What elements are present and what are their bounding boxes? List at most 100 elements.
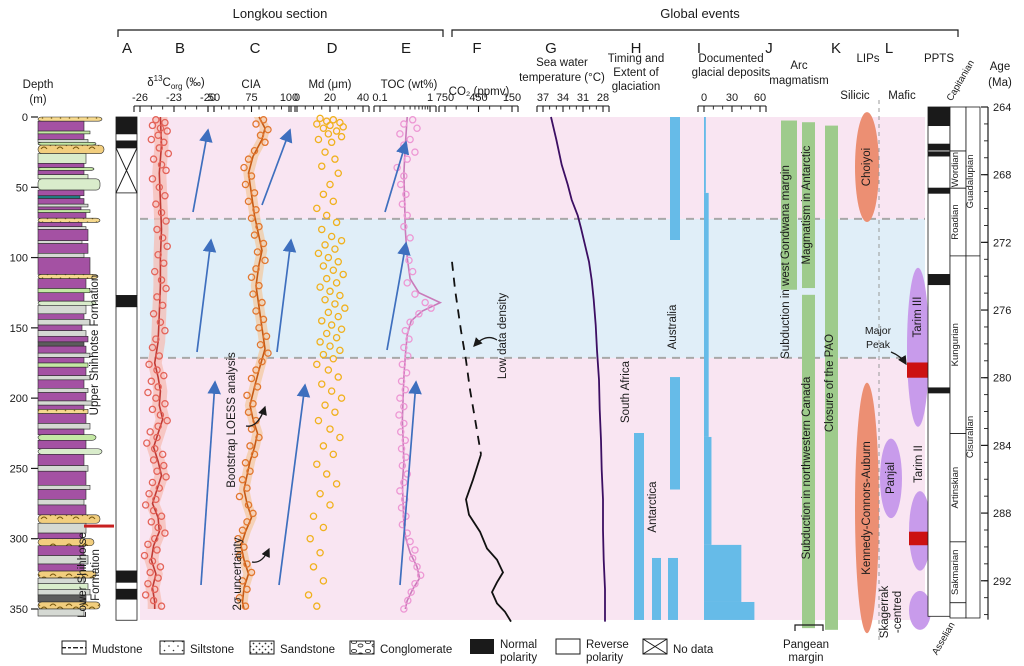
svg-text:31: 31 (577, 92, 589, 104)
normal-polarity-label-line1: Normal (500, 639, 537, 651)
longkou-title: Longkou section (233, 6, 328, 21)
pao-closure-label: Closure of the PAO (824, 334, 836, 432)
low-data-arrow (473, 336, 498, 347)
no-data-label: No data (673, 644, 714, 656)
tarim-2-label: Tarim II (913, 445, 925, 483)
gondwana-subduction-label: Subduction in west Gondwana margin (780, 165, 792, 359)
no-data-swatch (642, 638, 668, 655)
arc-magmatism-bars (781, 120, 838, 630)
svg-text:284: 284 (993, 440, 1011, 452)
column-letter-l: L (885, 40, 893, 57)
age-header-line2: (Ma) (988, 77, 1012, 89)
bootstrap-arrow (245, 405, 267, 427)
major-peak-arrow (890, 351, 907, 366)
upper-formation-label: Upper Shihhotse Formation (89, 275, 101, 416)
pangean-margin-bracket (794, 624, 824, 631)
svg-text:280: 280 (993, 373, 1011, 385)
pangean-margin-label-line2: margin (788, 652, 823, 664)
reverse-polarity-label-line1: Reverse (586, 639, 629, 651)
co2-and-temperature-curves (451, 116, 606, 623)
svg-text:250: 250 (10, 463, 28, 475)
md-header: Md (μm) (308, 79, 351, 91)
conglomerate-swatch (349, 640, 375, 655)
column-letter-j: J (765, 40, 773, 57)
svg-text:75: 75 (245, 92, 257, 104)
column-letter-b: B (175, 40, 185, 57)
svg-text:Roadian: Roadian (950, 204, 961, 239)
svg-text:150: 150 (503, 92, 521, 104)
column-letter-c: C (250, 40, 261, 57)
south-africa-label: South Africa (620, 360, 632, 423)
major-peak-label-line1: Major (865, 325, 892, 337)
column-letter-h: H (631, 40, 642, 57)
svg-text:-26: -26 (132, 92, 148, 104)
svg-text:0: 0 (701, 92, 707, 104)
antarctic-magmatism-label: Magmatism in Antarctic (801, 145, 813, 264)
bootstrap-loess-label: Bootstrap LOESS analysis (226, 352, 238, 488)
lips-header: LIPs (856, 53, 879, 65)
mudstone-label: Mudstone (92, 644, 143, 656)
major-peak-label-line2: Peak (866, 339, 891, 351)
svg-text:268: 268 (993, 170, 1011, 182)
arc-header-line1: Arc (790, 60, 808, 72)
svg-text:-23: -23 (166, 92, 182, 104)
stage-label-capitanian: Capitanian (945, 58, 977, 103)
svg-text:34: 34 (557, 92, 569, 104)
depth-label-line1: Depth (23, 79, 54, 91)
conglomerate-label: Conglomerate (380, 644, 452, 656)
tarim-3-label: Tarim III (912, 297, 924, 338)
ppts-header: PPTS (924, 53, 954, 65)
lower-formation-label-line1: Lower Shihhotse (77, 532, 89, 618)
trend-arrows (192, 128, 422, 586)
sigma-uncertainty-label: 2σ uncertainty (232, 537, 244, 610)
ppts-column: Wordian Roadian Kungurian Artinskian Sakmari… (927, 102, 1011, 620)
d13c-header: δ13Corg (‰) (147, 74, 205, 91)
svg-text:40: 40 (357, 92, 369, 104)
svg-text:37: 37 (537, 92, 549, 104)
svg-text:20: 20 (324, 92, 336, 104)
svg-text:Cisuralian: Cisuralian (965, 416, 976, 458)
glaciation-header-line3: glaciation (612, 81, 661, 93)
age-header-line1: Age (990, 61, 1010, 73)
svg-text:350: 350 (10, 604, 28, 616)
svg-text:Wordian: Wordian (950, 152, 961, 187)
svg-text:200: 200 (10, 393, 28, 405)
svg-text:50: 50 (208, 92, 220, 104)
svg-text:50: 50 (16, 182, 28, 194)
svg-text:Guadalupian: Guadalupian (965, 155, 976, 209)
toc-header: TOC (wt%) (381, 79, 438, 91)
svg-text:292: 292 (993, 576, 1011, 588)
silicic-label: Silicic (840, 90, 870, 102)
svg-text:300: 300 (10, 534, 28, 546)
mafic-label: Mafic (888, 90, 916, 102)
svg-text:Artinskian: Artinskian (950, 467, 961, 509)
depth-axis: 0 50 100 150 200 250 300 350 (10, 112, 38, 616)
low-data-density-label: Low data density (497, 293, 509, 380)
polarity-column-a (115, 116, 138, 621)
svg-text:150: 150 (10, 323, 28, 335)
scatter-series (140, 114, 443, 613)
column-letter-i: I (697, 40, 701, 57)
sigma-arrow (251, 547, 270, 563)
glaciation-header-line1: Timing and (608, 53, 664, 65)
svg-text:100: 100 (280, 92, 298, 104)
glaciation-bars (634, 117, 755, 620)
kennedy-connors-auburn-label: Kennedy-Connors-Auburn (861, 441, 873, 575)
svg-text:Sakmarian: Sakmarian (950, 550, 961, 595)
sandstone-label: Sandstone (280, 644, 335, 656)
svg-text:1: 1 (427, 92, 433, 104)
svg-text:Kungurian: Kungurian (950, 323, 961, 366)
lips-ellipses (855, 112, 931, 634)
svg-text:288: 288 (993, 508, 1011, 520)
lithology-column (37, 116, 114, 617)
normal-polarity-label-line2: polarity (500, 652, 537, 664)
siltstone-label: Siltstone (190, 644, 234, 656)
panjal-label: Panjal (885, 462, 897, 494)
column-letter-f: F (472, 40, 481, 57)
normal-polarity-swatch (470, 639, 494, 654)
choiyoi-label: Choiyoi (861, 148, 873, 186)
stage-label-asselian: Asselian (930, 620, 957, 657)
global-events-bracket (451, 29, 959, 37)
